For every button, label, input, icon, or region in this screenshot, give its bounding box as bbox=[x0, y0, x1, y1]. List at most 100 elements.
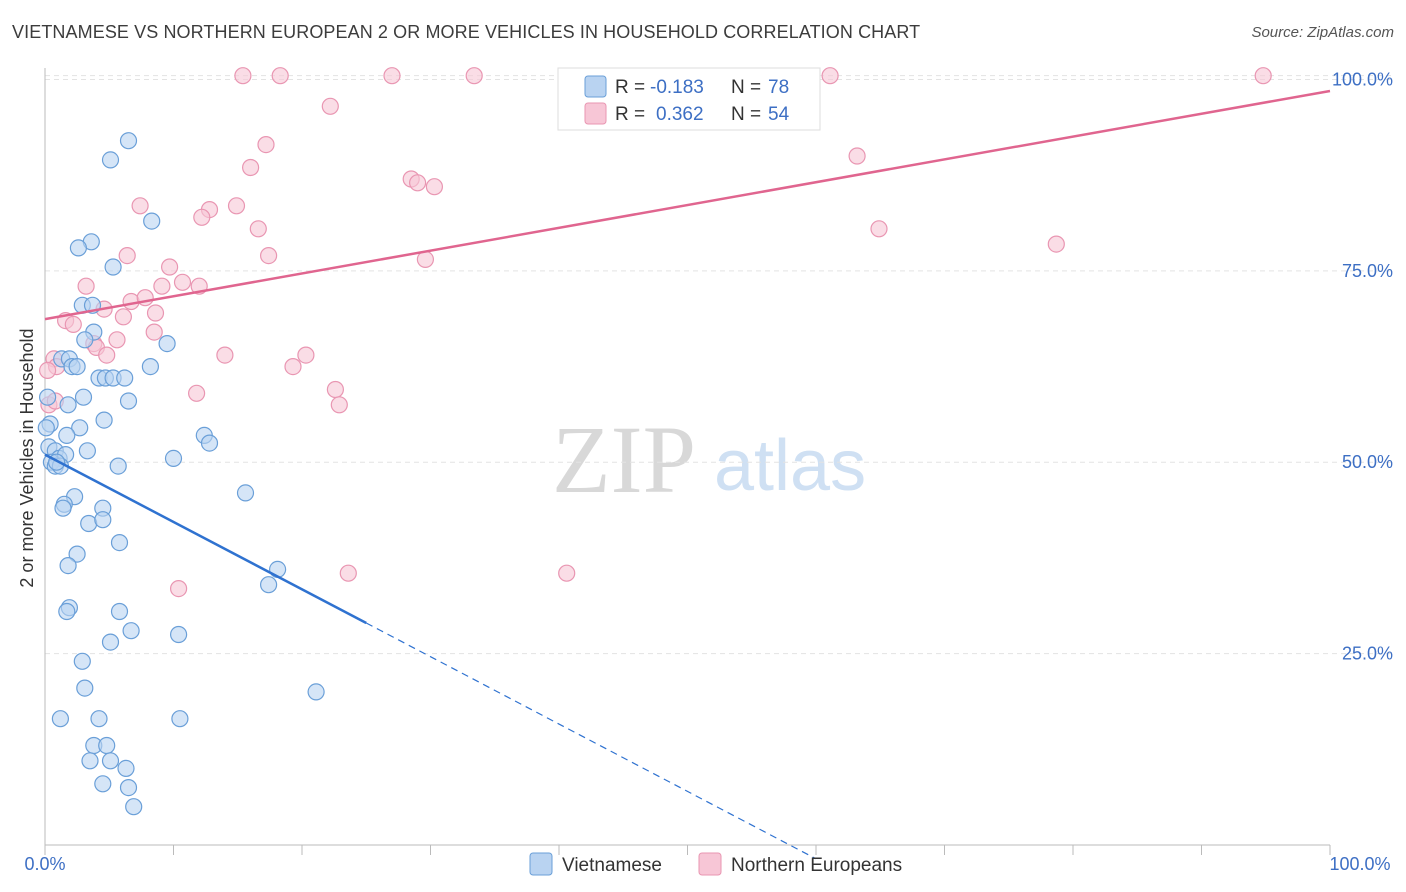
legend-r-label-1: R = bbox=[615, 77, 645, 98]
vietnamese-point-15 bbox=[141, 358, 159, 376]
northern-europeans-point-19 bbox=[1047, 235, 1065, 253]
vietnamese-points bbox=[37, 132, 325, 816]
vietnamese-point-4 bbox=[69, 239, 88, 257]
northern-europeans-point-8 bbox=[848, 147, 866, 165]
northern-europeans-point-26 bbox=[153, 277, 171, 295]
vietnamese-point-2 bbox=[143, 212, 161, 230]
x-tick-label-max: 100.0% bbox=[1329, 854, 1390, 874]
vietnamese-point-58 bbox=[170, 625, 188, 644]
vietnamese-point-36 bbox=[164, 449, 183, 467]
vietnamese-point-57 bbox=[122, 622, 140, 640]
vietnamese-point-59 bbox=[101, 633, 120, 651]
vietnamese-point-73 bbox=[125, 798, 143, 816]
bottom-legend-swatch-northern-europeans bbox=[698, 852, 722, 876]
vietnamese-point-45 bbox=[54, 499, 72, 517]
northern-europeans-point-0 bbox=[234, 67, 252, 85]
vietnamese-point-71 bbox=[94, 775, 112, 793]
vietnamese-point-47 bbox=[80, 514, 98, 533]
northern-europeans-point-40 bbox=[98, 346, 116, 364]
x-tick-label-min: 0.0% bbox=[24, 854, 65, 874]
legend-n-value-2: 54 bbox=[768, 104, 790, 125]
stats-legend: R = -0.183 N = 78 R = 0.362 N = 54 bbox=[557, 67, 821, 131]
vietnamese-point-55 bbox=[58, 602, 76, 621]
vietnamese-point-30 bbox=[200, 434, 219, 452]
northern-europeans-point-47 bbox=[326, 380, 344, 399]
northern-europeans-point-11 bbox=[425, 178, 443, 196]
legend-n-label-1: N = bbox=[731, 77, 761, 98]
y-tick-label-75: 75.0% bbox=[1342, 261, 1393, 281]
trend-lines bbox=[44, 89, 1331, 860]
vietnamese-point-60 bbox=[73, 652, 91, 670]
northern-europeans-point-27 bbox=[77, 277, 95, 295]
northern-europeans-point-41 bbox=[297, 346, 315, 364]
vietnamese-point-70 bbox=[117, 759, 135, 778]
legend-r-value-1: -0.183 bbox=[650, 77, 704, 98]
northern-europeans-point-20 bbox=[118, 247, 136, 265]
x-axis-ticks bbox=[44, 845, 1331, 855]
northern-europeans-point-18 bbox=[870, 220, 888, 238]
northern-europeans-point-32 bbox=[114, 308, 133, 326]
northern-europeans-point-51 bbox=[339, 564, 357, 582]
vietnamese-point-26 bbox=[37, 419, 55, 437]
northern-europeans-point-3 bbox=[465, 67, 483, 85]
chart-source: Source: ZipAtlas.com bbox=[1251, 24, 1394, 41]
northern-europeans-point-24 bbox=[173, 273, 192, 291]
vietnamese-point-48 bbox=[94, 511, 112, 529]
bottom-legend-label-vietnamese: Vietnamese bbox=[562, 855, 662, 876]
vietnamese-point-50 bbox=[68, 545, 86, 563]
y-axis-title: 2 or more Vehicles in Household bbox=[17, 328, 37, 587]
vietnamese-point-51 bbox=[59, 556, 77, 575]
vietnamese-point-49 bbox=[110, 533, 129, 552]
northern-europeans-point-2 bbox=[383, 67, 401, 85]
vietnamese-point-53 bbox=[260, 576, 278, 594]
northern-europeans-point-7 bbox=[257, 136, 275, 154]
northern-europeans-point-15 bbox=[227, 197, 246, 215]
northern-europeans-point-21 bbox=[260, 247, 278, 265]
northern-europeans-point-5 bbox=[1254, 67, 1272, 85]
northern-europeans-points bbox=[38, 67, 1272, 598]
vietnamese-point-0 bbox=[119, 132, 138, 150]
vietnamese-point-27 bbox=[71, 419, 89, 437]
legend-n-value-1: 78 bbox=[768, 77, 789, 98]
vietnamese-point-21 bbox=[119, 392, 138, 410]
y-tick-label-25: 25.0% bbox=[1342, 644, 1393, 664]
vietnamese-point-69 bbox=[101, 752, 120, 770]
northern-europeans-point-1 bbox=[271, 67, 289, 85]
vietnamese-point-23 bbox=[59, 396, 77, 414]
legend-n-label-2: N = bbox=[731, 104, 761, 125]
vietnamese-point-67 bbox=[98, 736, 116, 755]
northern-europeans-point-12 bbox=[409, 174, 427, 192]
vietnamese-point-61 bbox=[76, 679, 94, 697]
vietnamese-point-33 bbox=[78, 442, 97, 460]
vietnamese-point-65 bbox=[171, 710, 189, 728]
legend-swatch-vietnamese bbox=[584, 75, 607, 98]
northern-europeans-point-50 bbox=[330, 396, 348, 414]
series-legend: Vietnamese Northern Europeans bbox=[529, 852, 902, 876]
northern-europeans-point-53 bbox=[170, 579, 188, 598]
vietnamese-point-72 bbox=[119, 778, 138, 797]
northern-europeans-point-35 bbox=[145, 323, 163, 341]
vietnamese-point-22 bbox=[38, 388, 57, 406]
vietnamese-point-19 bbox=[116, 369, 134, 387]
northern-europeans-point-16 bbox=[193, 208, 211, 226]
watermark-atlas: atlas bbox=[714, 426, 866, 506]
vietnamese-point-40 bbox=[109, 457, 127, 475]
vietnamese-point-25 bbox=[95, 411, 113, 429]
northern-europeans-point-37 bbox=[108, 331, 126, 349]
northern-europeans-point-9 bbox=[242, 158, 260, 177]
legend-r-label-2: R = bbox=[615, 104, 645, 125]
vietnamese-point-68 bbox=[81, 752, 99, 770]
bottom-legend-swatch-vietnamese bbox=[529, 852, 553, 876]
northern-europeans-point-52 bbox=[558, 564, 576, 582]
vietnamese-point-1 bbox=[101, 151, 120, 169]
northern-europeans-point-23 bbox=[161, 258, 179, 276]
chart-title: VIETNAMESE VS NORTHERN EUROPEAN 2 OR MOR… bbox=[12, 22, 921, 42]
vietnamese-point-28 bbox=[58, 426, 76, 444]
y-tick-labels: 25.0% 50.0% 75.0% 100.0% bbox=[1332, 69, 1393, 663]
legend-r-value-2: 0.362 bbox=[656, 104, 704, 125]
bottom-legend-label-northern-europeans: Northern Europeans bbox=[731, 855, 902, 876]
vietnamese-point-5 bbox=[104, 258, 122, 276]
northern-europeans-point-34 bbox=[64, 315, 82, 333]
y-tick-label-50: 50.0% bbox=[1342, 452, 1393, 472]
